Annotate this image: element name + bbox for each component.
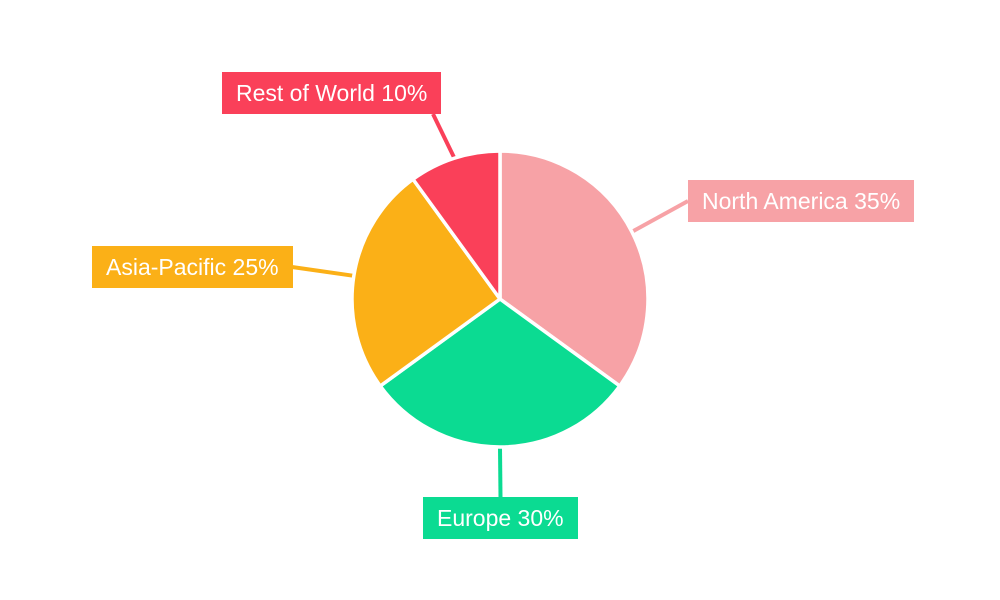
- label-asia-pacific-callout: Asia-Pacific 25%: [92, 246, 293, 288]
- label-europe-callout: Europe 30%: [423, 497, 578, 539]
- pie-slice-asia-pacific: [350, 177, 502, 388]
- label-north-america-callout: North America 35%: [688, 180, 915, 222]
- pie-slice-north-america: [498, 149, 650, 388]
- leader-line-north-america: [631, 199, 689, 234]
- label-rest-of-world-callout: Rest of World 10%: [222, 72, 442, 114]
- pie-slice-europe: [378, 297, 622, 449]
- leader-line-asia-pacific: [291, 265, 354, 278]
- pie-slice-rest-of-world: [411, 149, 502, 301]
- leader-line-europe: [498, 447, 503, 498]
- leader-line-rest-of-world: [431, 113, 456, 159]
